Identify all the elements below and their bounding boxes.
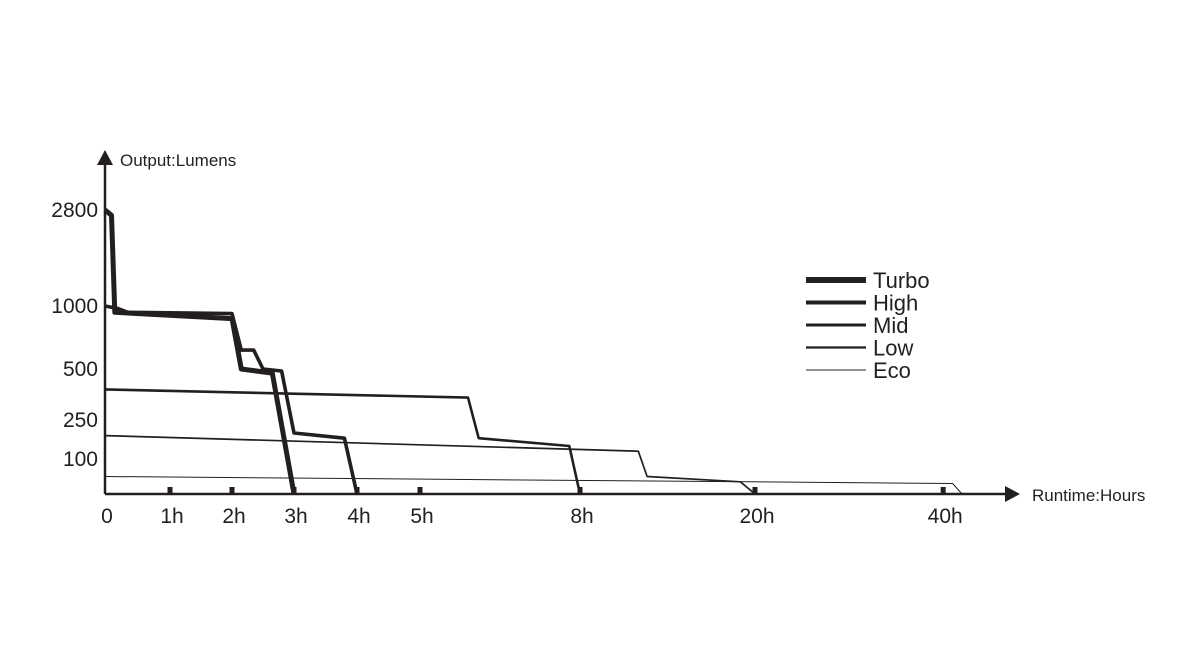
x-tick-label: 0 <box>101 505 113 528</box>
series-lines <box>103 208 963 495</box>
x-tick-mark <box>752 487 758 494</box>
y-ticks: 2800 1000 500 250 100 <box>51 199 98 471</box>
y-tick-label: 250 <box>63 409 98 432</box>
x-tick-label: 5h <box>410 505 433 528</box>
x-tick-mark <box>229 487 235 494</box>
x-tick-label: 2h <box>222 505 245 528</box>
y-tick-label: 1000 <box>51 295 98 318</box>
x-tick-mark <box>417 487 423 494</box>
y-tick-label: 2800 <box>51 199 98 222</box>
x-tick-mark <box>167 487 173 494</box>
x-tick-label: 3h <box>284 505 307 528</box>
legend-label-high: High <box>873 291 918 316</box>
x-tick-label: 40h <box>928 505 963 528</box>
x-tick-mark <box>940 487 946 494</box>
series-line-turbo <box>103 208 297 495</box>
x-axis-arrow <box>1005 486 1020 502</box>
y-axis-arrow <box>97 150 113 165</box>
series-line-low <box>104 434 756 495</box>
legend-label-turbo: Turbo <box>873 268 930 293</box>
x-tick-label: 1h <box>160 505 183 528</box>
series-line-high <box>104 304 359 495</box>
legend-label-low: Low <box>873 336 913 361</box>
x-tick-label: 20h <box>739 505 774 528</box>
y-tick-label: 100 <box>63 448 98 471</box>
legend-label-mid: Mid <box>873 313 908 338</box>
x-tick-label: 4h <box>347 505 370 528</box>
x-axis-title: Runtime:Hours <box>1032 486 1145 505</box>
x-tick-label: 8h <box>570 505 593 528</box>
legend-label-eco: Eco <box>873 358 911 383</box>
y-axis-title: Output:Lumens <box>120 151 236 170</box>
series-line-mid <box>104 388 582 495</box>
series-line-eco <box>104 476 963 495</box>
y-tick-label: 500 <box>63 358 98 381</box>
